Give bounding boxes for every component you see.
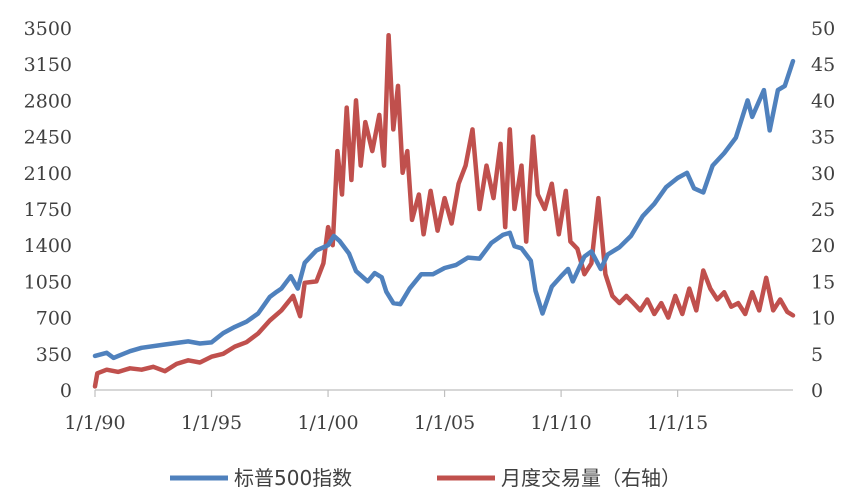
x-tick-label: 1/1/95 (181, 412, 242, 434)
legend-label: 标普500指数 (234, 466, 352, 490)
left-tick-label: 2450 (24, 127, 72, 149)
left-tick-label: 0 (60, 380, 72, 402)
right-tick-label: 10 (811, 308, 835, 330)
left-tick-label: 1050 (24, 271, 72, 293)
left-tick-label: 1400 (24, 235, 72, 257)
right-tick-label: 20 (811, 235, 835, 257)
x-axis: 1/1/90 1/1/95 1/1/00 1/1/05 1/1/10 1/1/15 (64, 389, 793, 434)
left-axis-ticks: 0 350 700 1050 1400 1750 2100 2450 2800 3150 3500 (24, 18, 72, 402)
left-tick-label: 2100 (24, 163, 72, 185)
right-tick-label: 45 (811, 54, 835, 76)
left-tick-label: 1750 (24, 199, 72, 221)
right-tick-label: 0 (811, 380, 823, 402)
monthly-volume-line (92, 32, 796, 389)
left-tick-label: 350 (36, 344, 72, 366)
legend-item-volume: 月度交易量（右轴） (437, 466, 681, 490)
x-tick-label: 1/1/15 (647, 412, 708, 434)
x-tick-label: 1/1/90 (64, 412, 125, 434)
right-tick-label: 25 (811, 199, 835, 221)
legend-label: 月度交易量（右轴） (501, 466, 681, 490)
series-layer (92, 32, 796, 389)
legend: 标普500指数 月度交易量（右轴） (170, 466, 681, 490)
right-tick-label: 15 (811, 271, 835, 293)
sp500-index-line (92, 58, 796, 361)
right-tick-label: 35 (811, 127, 835, 149)
x-tick-label: 1/1/05 (414, 412, 475, 434)
right-tick-label: 50 (811, 18, 835, 40)
left-tick-label: 3500 (24, 18, 72, 40)
left-tick-label: 700 (36, 308, 72, 330)
legend-item-sp500: 标普500指数 (170, 466, 352, 490)
right-tick-label: 30 (811, 163, 835, 185)
right-tick-label: 40 (811, 90, 835, 112)
left-tick-label: 3150 (24, 54, 72, 76)
x-tick-label: 1/1/00 (297, 412, 358, 434)
right-tick-label: 5 (811, 344, 823, 366)
right-axis-ticks: 0 5 10 15 20 25 30 35 40 45 50 (811, 18, 835, 402)
left-tick-label: 2800 (24, 90, 72, 112)
x-tick-label: 1/1/10 (531, 412, 592, 434)
